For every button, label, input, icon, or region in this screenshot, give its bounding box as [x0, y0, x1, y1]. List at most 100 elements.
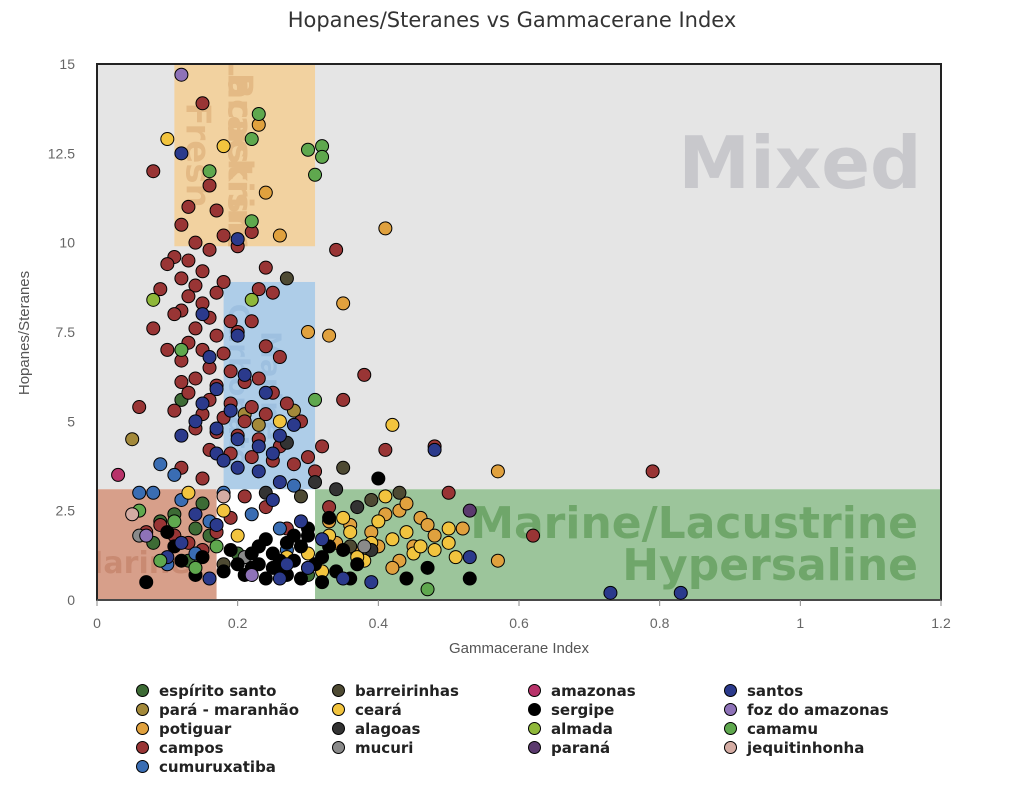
- point-sergipe: [399, 571, 414, 586]
- legend-item[interactable]: espírito santo: [136, 681, 332, 700]
- point-cear-: [378, 489, 393, 504]
- legend-item[interactable]: paraná: [528, 738, 724, 757]
- point-campos: [336, 392, 351, 407]
- legend-item[interactable]: almada: [528, 719, 724, 738]
- point-campos: [167, 403, 182, 418]
- point-cear-: [160, 132, 175, 147]
- legend-swatch: [528, 684, 541, 697]
- region-lacustrine-fresh-brackish: [174, 64, 316, 247]
- legend-item[interactable]: campos: [136, 738, 332, 757]
- legend-item[interactable]: camamu: [724, 719, 920, 738]
- region-label: Brackish: [220, 73, 260, 238]
- point-potiguar: [399, 496, 414, 511]
- point-camamu: [244, 214, 259, 229]
- point-par-maranh-o: [125, 432, 140, 447]
- point-santos: [216, 453, 231, 468]
- point-campos: [160, 342, 175, 357]
- legend: espírito santo barreirinhas amazonas santos…: [136, 681, 976, 776]
- point-esp-rito-santo: [195, 496, 210, 511]
- x-tick-label: 0.4: [369, 615, 389, 631]
- y-axis-label: Hopanes/Steranes: [16, 271, 33, 395]
- chart-plot: MixedLacustrineFreshBrackishMarineCarbon…: [16, 56, 951, 657]
- point-camamu: [188, 560, 203, 575]
- legend-label: campos: [159, 738, 224, 757]
- x-tick-label: 0.2: [228, 615, 248, 631]
- point-camamu: [209, 539, 224, 554]
- point-cear-: [441, 521, 456, 536]
- point-sergipe: [322, 510, 337, 525]
- point-camamu: [420, 582, 435, 597]
- point-foz-do-amazonas: [244, 567, 259, 582]
- point-santos: [202, 571, 217, 586]
- point-campos: [301, 450, 315, 465]
- legend-item[interactable]: pará - maranhão: [136, 700, 332, 719]
- point-mucuri: [357, 539, 372, 554]
- point-campos: [181, 385, 196, 400]
- point-paran-: [462, 503, 477, 518]
- point-cumuruxatiba: [153, 457, 168, 472]
- point-santos: [673, 585, 688, 600]
- point-esp-rito-santo: [188, 521, 203, 536]
- point-potiguar: [272, 228, 287, 243]
- point-santos: [188, 414, 203, 429]
- x-tick-label: 1.2: [931, 615, 951, 631]
- legend-item[interactable]: barreirinhas: [332, 681, 528, 700]
- point-santos: [301, 560, 315, 575]
- legend-item[interactable]: potiguar: [136, 719, 332, 738]
- point-cear-: [413, 539, 428, 554]
- legend-label: santos: [747, 681, 804, 700]
- legend-item[interactable]: jequitinhonha: [724, 738, 920, 757]
- point-campos: [357, 367, 372, 382]
- point-santos: [195, 307, 210, 322]
- point-campos: [188, 278, 203, 293]
- point-santos: [230, 432, 245, 447]
- point-campos: [188, 371, 203, 386]
- point-sergipe: [336, 542, 351, 557]
- legend-label: sergipe: [551, 700, 615, 719]
- legend-item[interactable]: ceará: [332, 700, 528, 719]
- point-sergipe: [315, 575, 330, 590]
- point-potiguar: [427, 528, 442, 543]
- point-alagoas: [350, 500, 365, 515]
- point-campos: [315, 439, 330, 454]
- point-santos: [230, 328, 245, 343]
- legend-item[interactable]: foz do amazonas: [724, 700, 920, 719]
- point-campos: [202, 242, 217, 257]
- x-axis-label: Gammacerane Index: [449, 640, 590, 657]
- legend-swatch: [724, 684, 737, 697]
- legend-item[interactable]: alagoas: [332, 719, 528, 738]
- legend-item[interactable]: mucuri: [332, 738, 528, 757]
- y-tick-label: 15: [59, 56, 75, 72]
- point-santos: [462, 550, 477, 565]
- legend-item[interactable]: amazonas: [528, 681, 724, 700]
- legend-item[interactable]: sergipe: [528, 700, 724, 719]
- point-barreirinhas: [279, 271, 294, 286]
- point-cear-: [399, 525, 414, 540]
- point-foz-do-amazonas: [139, 528, 154, 543]
- point-cear-: [343, 525, 358, 540]
- legend-swatch: [332, 684, 345, 697]
- legend-label: paraná: [551, 738, 611, 757]
- legend-swatch: [528, 722, 541, 735]
- point-campos: [244, 314, 259, 329]
- point-campos: [181, 289, 196, 304]
- point-campos: [258, 339, 273, 354]
- point-cear-: [385, 417, 400, 432]
- legend-item[interactable]: cumuruxatiba: [136, 757, 332, 776]
- point-cear-: [216, 139, 231, 154]
- point-sergipe: [371, 471, 386, 486]
- legend-swatch: [724, 703, 737, 716]
- point-santos: [223, 403, 238, 418]
- point-camamu: [174, 342, 189, 357]
- point-sergipe: [350, 557, 365, 572]
- point-camamu: [301, 142, 315, 157]
- x-tick-label: 1: [796, 615, 804, 631]
- point-sergipe: [195, 550, 210, 565]
- point-campos: [146, 321, 161, 336]
- legend-label: camamu: [747, 719, 819, 738]
- legend-swatch: [332, 741, 345, 754]
- legend-item[interactable]: santos: [724, 681, 920, 700]
- point-santos: [209, 382, 224, 397]
- point-camamu: [308, 392, 323, 407]
- legend-swatch: [136, 760, 149, 773]
